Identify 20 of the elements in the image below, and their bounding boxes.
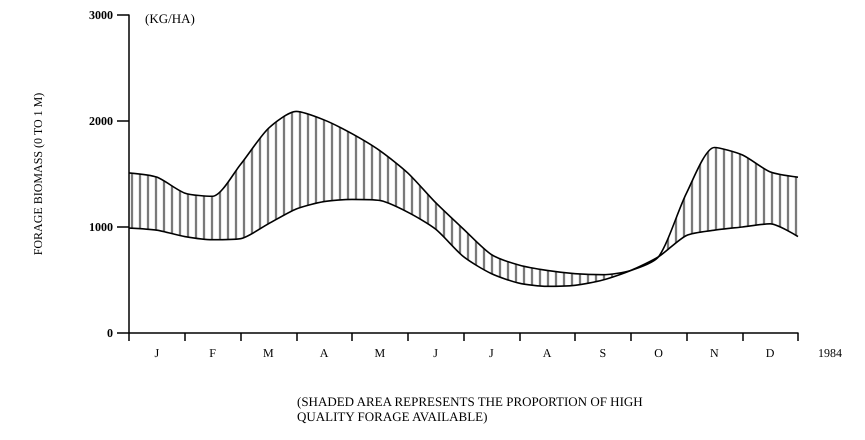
x-tick-label: N [710, 346, 720, 360]
y-tick-label: 0 [107, 326, 113, 340]
y-tick-label: 2000 [89, 114, 113, 128]
x-tick-label: M [374, 346, 386, 360]
x-tick-label: F [209, 346, 216, 360]
y-tick-label: 3000 [89, 8, 113, 22]
x-tick-label: A [320, 346, 329, 360]
x-tick-label: J [489, 346, 494, 360]
x-tick-label: J [154, 346, 160, 360]
x-tick-label: A [542, 346, 552, 360]
text: (SHADED AREA REPRESENTS THE PROPORTION OF HIGH QUALITY FORAGE AVAILABLE) [297, 394, 646, 424]
x-tick-label: S [600, 346, 606, 360]
y-axis-title: FORAGE BIOMASS (0 TO 1 M) [31, 92, 45, 256]
x-tick-label: M [263, 346, 274, 360]
y-tick-label: 1000 [89, 220, 113, 234]
x-tick-label: J [433, 346, 438, 360]
x-axis-title: 1984 [818, 346, 842, 360]
x-tick-label: O [654, 346, 664, 360]
annotation: (KG/HA) [145, 11, 195, 26]
x-tick-label: D [766, 346, 775, 360]
